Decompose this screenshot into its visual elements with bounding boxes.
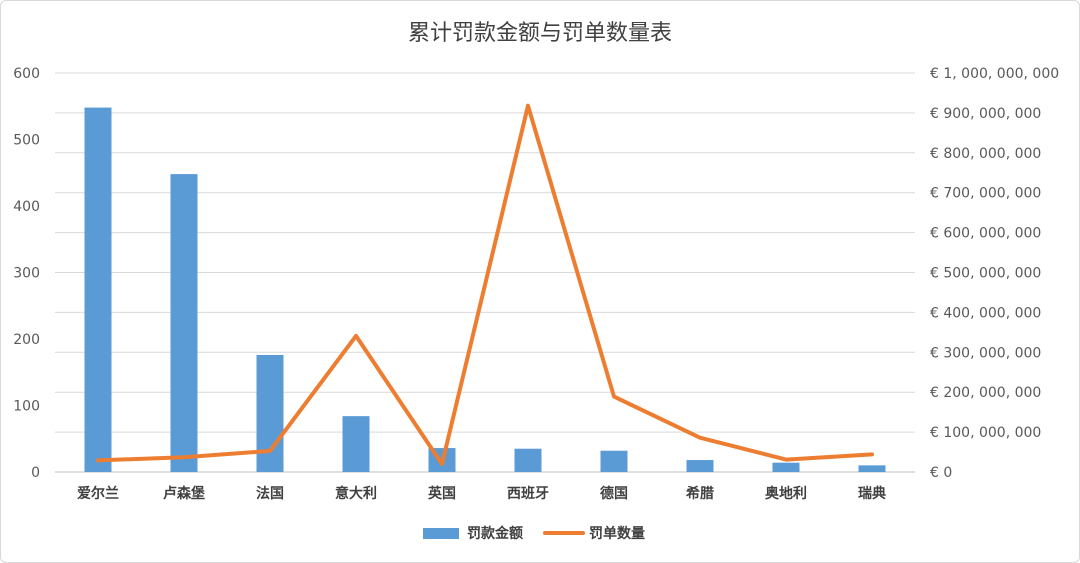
right-axis-tick-label: € 800, 000, 000 [930, 146, 1041, 162]
right-axis-tick-label: € 0 [930, 465, 952, 481]
left-axis-tick-label: 600 [13, 66, 40, 82]
right-axis-tick-label: € 400, 000, 000 [930, 305, 1041, 321]
bar [686, 460, 714, 472]
bar [342, 416, 370, 472]
right-axis-tick-label: € 300, 000, 000 [930, 345, 1041, 361]
left-axis-tick-label: 100 [13, 399, 40, 415]
left-axis-tick-label: 500 [13, 133, 40, 149]
legend: 罚款金额 罚单数量 [423, 525, 645, 542]
legend-bar-swatch [423, 528, 459, 539]
bar [84, 107, 112, 472]
right-axis-tick-label: € 1, 000, 000, 000 [930, 66, 1059, 82]
category-label: 希腊 [686, 485, 714, 502]
category-label: 英国 [427, 485, 456, 502]
line-series [96, 103, 874, 466]
bar [772, 462, 800, 472]
right-axis-tick-label: € 900, 000, 000 [930, 106, 1041, 122]
legend-line-label: 罚单数量 [589, 525, 645, 542]
left-axis: 0 100 200 300 400 500 600 [13, 66, 40, 481]
bar [858, 465, 886, 472]
right-axis-tick-label: € 700, 000, 000 [930, 186, 1041, 202]
legend-bar-label: 罚款金额 [467, 525, 523, 542]
left-axis-tick-label: 400 [13, 199, 40, 215]
category-label: 瑞典 [858, 485, 886, 502]
right-axis-tick-label: € 200, 000, 000 [930, 385, 1041, 401]
category-label: 德国 [600, 485, 628, 502]
chart-title: 累计罚款金额与罚单数量表 [408, 21, 672, 46]
bar [256, 354, 284, 472]
left-axis-tick-label: 200 [13, 332, 40, 348]
left-axis-tick-label: 300 [13, 266, 40, 282]
category-label: 法国 [256, 485, 284, 502]
x-axis: 爱尔兰 卢森堡 法国 意大利 英国 西班牙 德国 希腊 奥地利 瑞典 [77, 485, 886, 502]
right-axis-tick-label: € 500, 000, 000 [930, 266, 1041, 282]
right-axis-tick-label: € 600, 000, 000 [930, 226, 1041, 242]
bar [514, 448, 542, 472]
category-label: 奥地利 [765, 485, 807, 502]
bar [600, 450, 628, 472]
line-path [96, 103, 874, 466]
category-label: 爱尔兰 [77, 485, 119, 502]
category-label: 卢森堡 [163, 485, 205, 502]
right-axis-tick-label: € 100, 000, 000 [930, 425, 1041, 441]
left-axis-tick-label: 0 [31, 465, 40, 481]
gridlines [55, 72, 915, 473]
category-label: 意大利 [335, 485, 377, 502]
category-label: 西班牙 [507, 485, 549, 502]
right-axis: € 0 € 100, 000, 000 € 200, 000, 000 € 300, … [930, 66, 1059, 481]
bar [170, 174, 198, 472]
